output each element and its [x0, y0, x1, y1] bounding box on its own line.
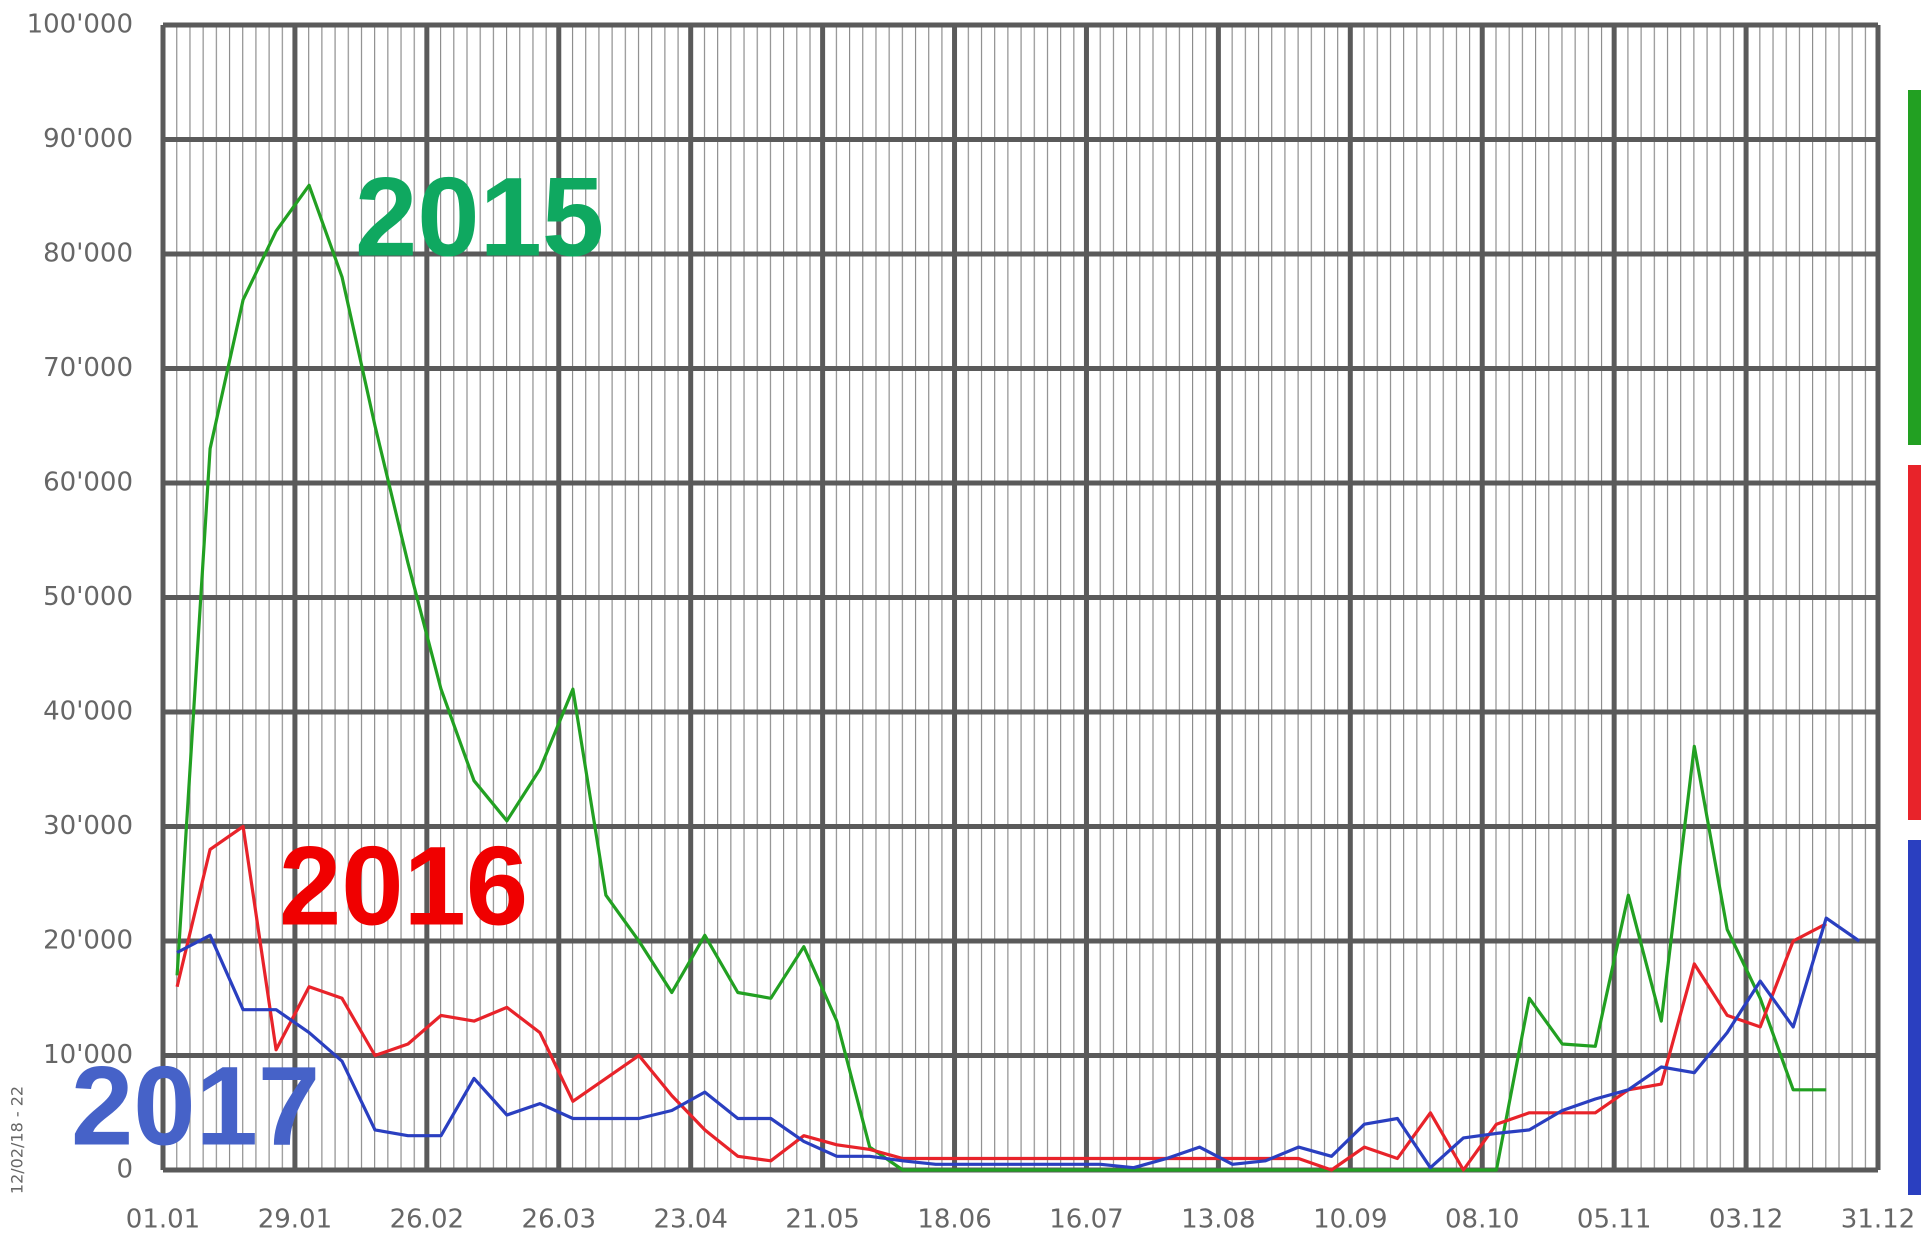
- series-annotation: 2015: [355, 155, 604, 280]
- legend-swatch: [1908, 465, 1921, 820]
- series-line: [175, 183, 1827, 1172]
- y-tick-label: 90'000: [43, 124, 133, 154]
- x-tick-label: 23.04: [653, 1205, 727, 1235]
- x-tick-label: 16.07: [1049, 1205, 1123, 1235]
- y-tick-label: 50'000: [43, 582, 133, 612]
- footer-stamp: 12/02/18 - 22: [8, 1086, 27, 1194]
- x-tick-label: 03.12: [1709, 1205, 1783, 1235]
- y-tick-label: 30'000: [43, 811, 133, 841]
- legend-swatch: [1908, 840, 1921, 1195]
- x-tick-label: 29.01: [258, 1205, 332, 1235]
- x-tick-label: 21.05: [785, 1205, 859, 1235]
- x-tick-label: 13.08: [1181, 1205, 1255, 1235]
- y-tick-label: 60'000: [43, 468, 133, 498]
- y-tick-label: 80'000: [43, 239, 133, 269]
- x-tick-label: 08.10: [1445, 1205, 1519, 1235]
- y-tick-label: 70'000: [43, 353, 133, 383]
- x-tick-label: 01.01: [126, 1205, 200, 1235]
- y-tick-label: 20'000: [43, 926, 133, 956]
- series-line: [176, 916, 1861, 1170]
- x-tick-label: 18.06: [917, 1205, 991, 1235]
- x-tick-label: 31.12: [1841, 1205, 1915, 1235]
- y-tick-label: 40'000: [43, 697, 133, 727]
- x-tick-label: 26.02: [390, 1205, 464, 1235]
- legend-swatch: [1908, 90, 1921, 445]
- y-tick-label: 10'000: [43, 1040, 133, 1070]
- series-line: [175, 824, 1827, 1172]
- x-tick-label: 10.09: [1313, 1205, 1387, 1235]
- series-annotation: 2016: [279, 824, 528, 949]
- series-annotation: 2017: [71, 1044, 320, 1169]
- x-tick-label: 26.03: [522, 1205, 596, 1235]
- y-tick-label: 0: [116, 1155, 133, 1185]
- x-tick-label: 05.11: [1577, 1205, 1651, 1235]
- y-tick-label: 100'000: [27, 10, 133, 40]
